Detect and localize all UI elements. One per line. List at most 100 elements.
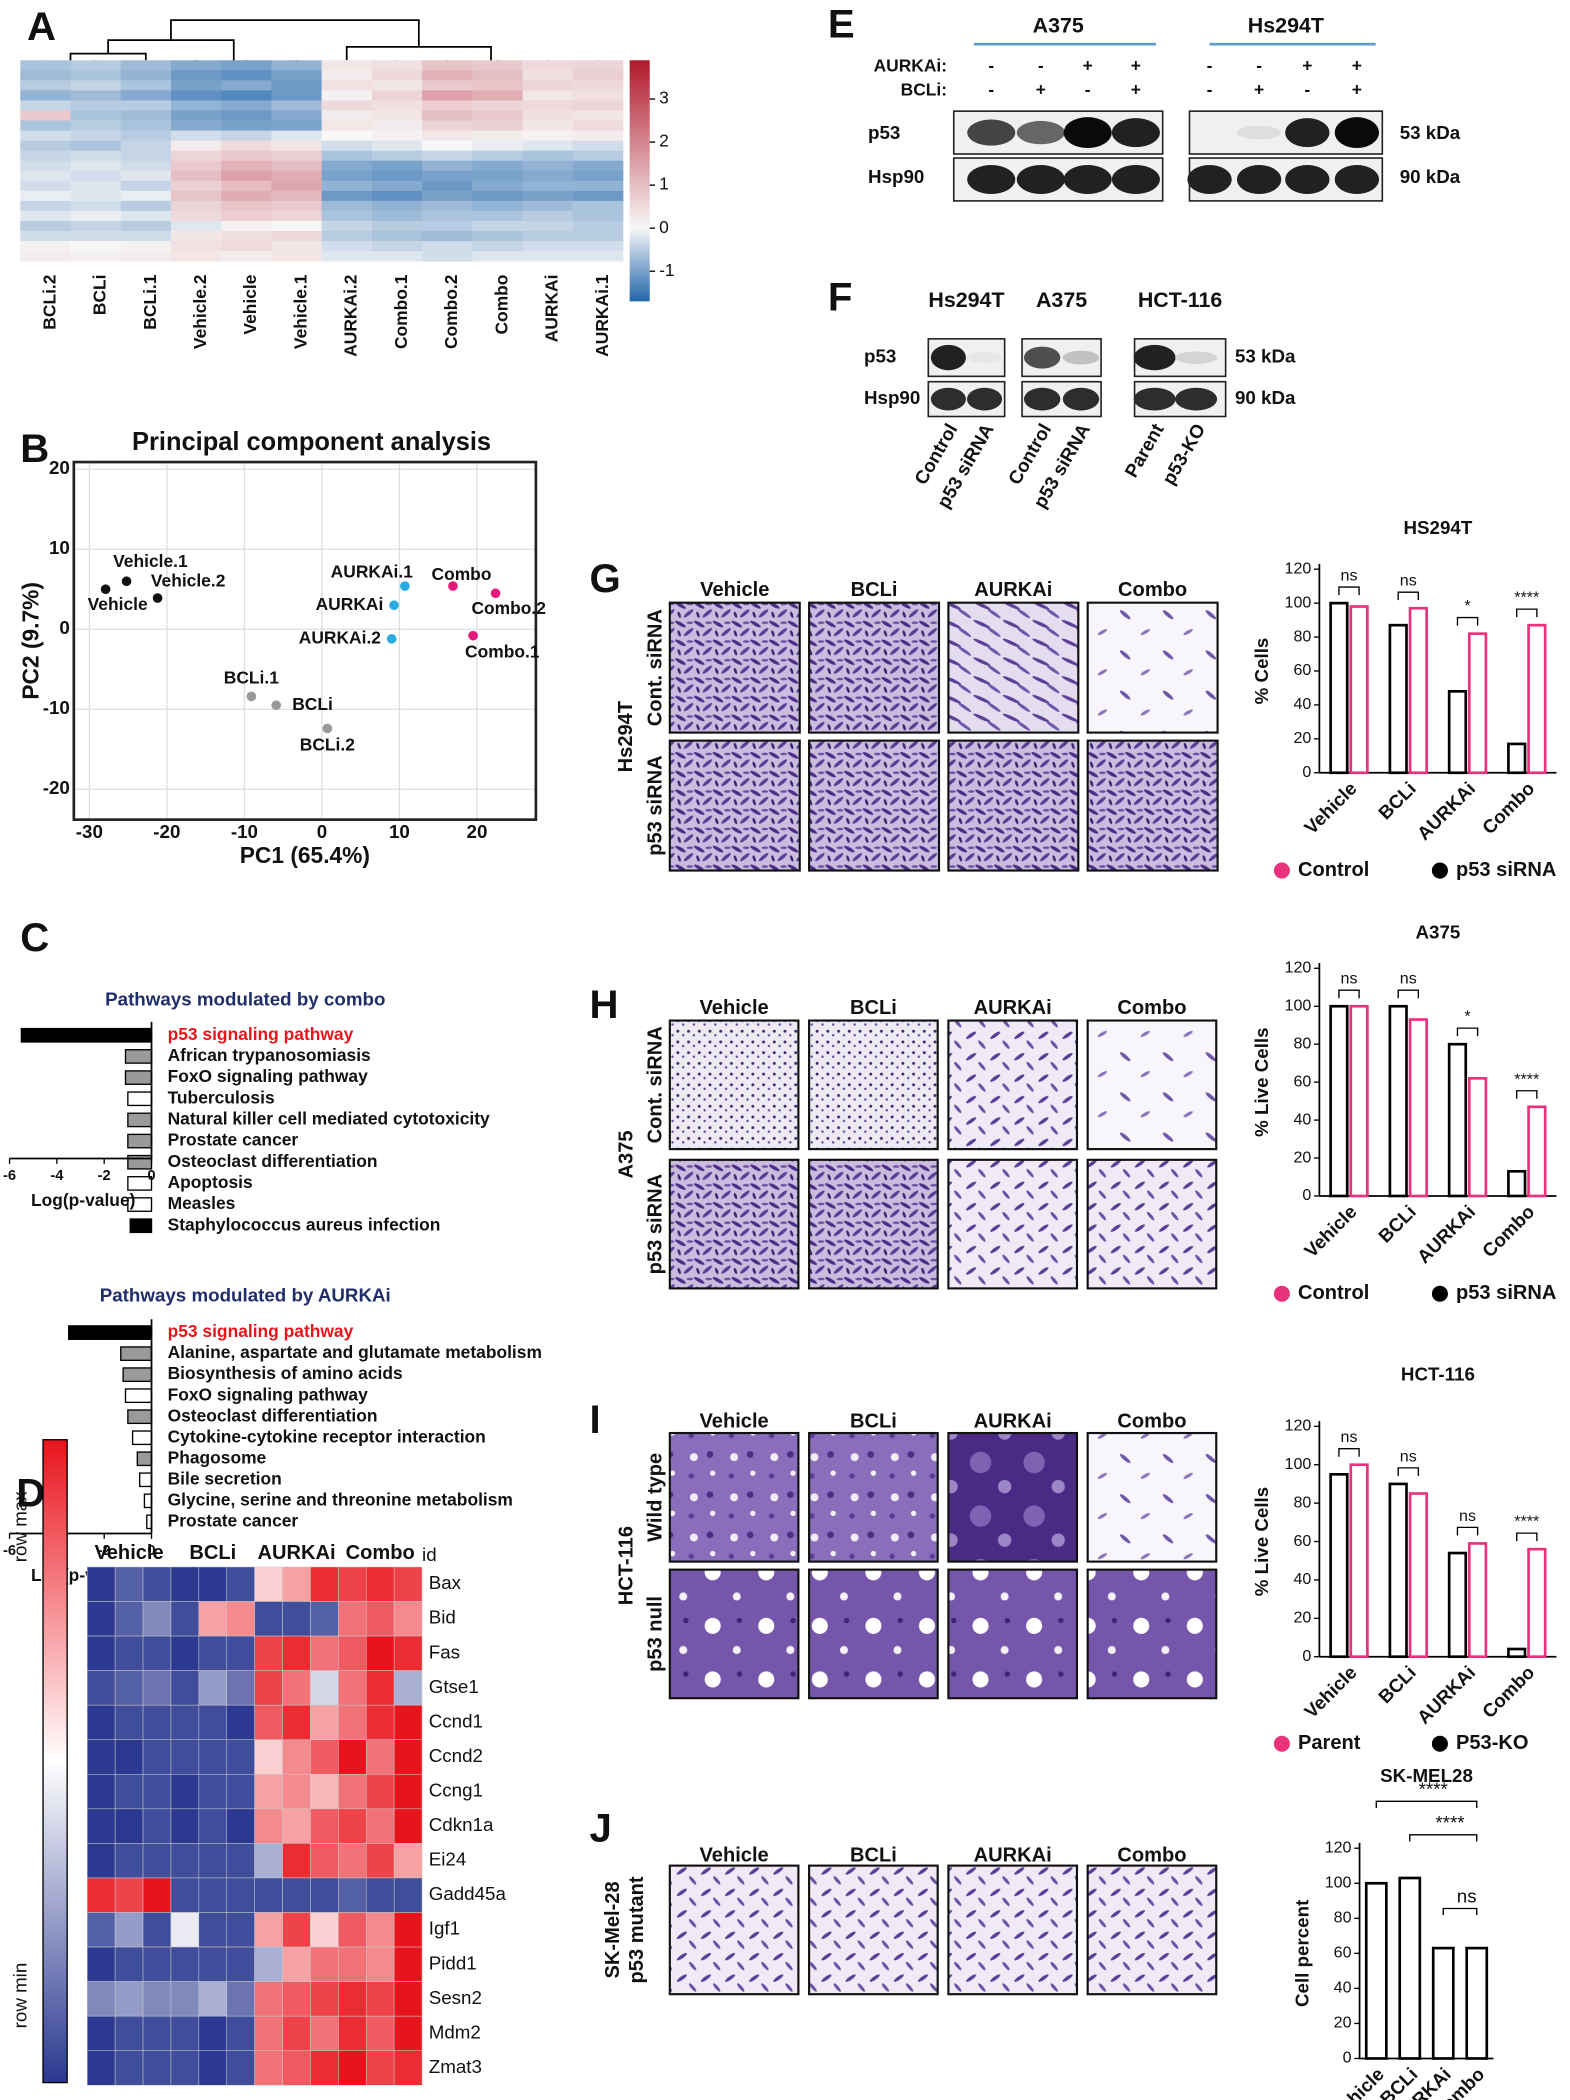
blot-band bbox=[1063, 164, 1112, 194]
heatmap-cell bbox=[472, 220, 523, 232]
heatmap-cell bbox=[226, 1635, 255, 1671]
heatmap-cell bbox=[522, 231, 574, 242]
heatmap-cell bbox=[70, 200, 122, 212]
sign: + bbox=[1036, 80, 1046, 100]
heatmap-cell bbox=[393, 1946, 423, 1982]
heatmap-cell bbox=[170, 241, 222, 252]
panel-letter: G bbox=[589, 556, 620, 601]
heatmap-cell bbox=[310, 2015, 339, 2051]
heatmap-cell bbox=[472, 130, 523, 142]
bar-label: Tuberculosis bbox=[168, 1087, 275, 1107]
x-tick-label: BCLi bbox=[1374, 1662, 1420, 1708]
heatmap-cell bbox=[20, 160, 71, 172]
heatmap-cell bbox=[120, 251, 172, 262]
plot-frame bbox=[72, 460, 538, 821]
heatmap-cell bbox=[338, 1912, 367, 1948]
bar bbox=[1507, 1647, 1527, 1659]
heatmap-cell bbox=[142, 1843, 172, 1879]
heatmap-cell bbox=[226, 1843, 255, 1879]
x-tick-label: -6 bbox=[3, 1543, 16, 1559]
blot-band bbox=[966, 352, 1003, 364]
y-axis-label: PC2 (9.7%) bbox=[17, 582, 43, 700]
heatmap-cell bbox=[170, 100, 222, 111]
bar-label: FoxO signaling pathway bbox=[168, 1384, 369, 1404]
heatmap-cell bbox=[20, 140, 71, 152]
heatmap-cell bbox=[271, 190, 323, 202]
row-label: Ccnd2 bbox=[429, 1745, 483, 1766]
column-label: BCLi.2 bbox=[39, 275, 59, 330]
heatmap-cell bbox=[170, 80, 222, 91]
column-header: Vehicle bbox=[699, 997, 768, 1019]
heatmap-cell bbox=[86, 1912, 116, 1948]
bar bbox=[1388, 1004, 1408, 1198]
heatmap-cell bbox=[393, 1843, 423, 1879]
heatmap-cell bbox=[422, 140, 473, 152]
bar bbox=[1408, 606, 1428, 775]
group-label: BCLi bbox=[189, 1542, 236, 1564]
point-label: AURKAi.1 bbox=[331, 561, 414, 581]
heatmap-cell bbox=[282, 1808, 311, 1844]
y-tick-label: 40 bbox=[1293, 695, 1311, 713]
heatmap-cell bbox=[282, 1981, 311, 2017]
micrograph bbox=[947, 1864, 1079, 1996]
point-label: Vehicle.1 bbox=[113, 551, 188, 571]
heatmap-cell bbox=[221, 180, 272, 192]
bar bbox=[127, 1409, 153, 1425]
bar bbox=[131, 1430, 153, 1446]
bar-label: African trypanosomiasis bbox=[168, 1045, 371, 1065]
heatmap-cell bbox=[371, 80, 423, 91]
heatmap-cell bbox=[572, 60, 624, 71]
heatmap-cell bbox=[338, 1601, 367, 1637]
heatmap-cell bbox=[120, 180, 172, 192]
heatmap-cell bbox=[310, 2050, 339, 2086]
significance-label: **** bbox=[1514, 1070, 1539, 1088]
heatmap-cell bbox=[86, 2050, 116, 2086]
heatmap-cell bbox=[254, 1635, 283, 1671]
heatmap-cell bbox=[422, 241, 473, 252]
heatmap-cell bbox=[221, 120, 272, 131]
heatmap-cell bbox=[422, 200, 473, 212]
heatmap-cell bbox=[310, 1912, 339, 1948]
x-tick-label: 0 bbox=[147, 1168, 155, 1184]
heatmap-cell bbox=[114, 1877, 144, 1913]
heatmap-cell bbox=[198, 1635, 228, 1671]
size-label: 53 kDa bbox=[1400, 122, 1461, 143]
heatmap-cell bbox=[572, 160, 624, 172]
significance-label: ns bbox=[1400, 572, 1417, 590]
bar bbox=[1329, 1472, 1349, 1659]
heatmap-cell bbox=[282, 1877, 311, 1913]
heatmap-cell bbox=[142, 1774, 172, 1810]
heatmap-cell bbox=[170, 110, 222, 121]
significance-label: **** bbox=[1514, 589, 1539, 607]
heatmap-cell bbox=[572, 90, 624, 101]
heatmap-cell bbox=[422, 60, 473, 71]
heatmap-cell bbox=[422, 251, 473, 262]
blot-band bbox=[1016, 120, 1065, 145]
heatmap-cell bbox=[120, 231, 172, 242]
heatmap-cell bbox=[120, 90, 172, 101]
bar bbox=[1447, 1551, 1468, 1659]
heatmap-cell bbox=[271, 90, 323, 101]
heatmap-cell bbox=[371, 140, 423, 152]
x-axis-label: PC1 (65.4%) bbox=[240, 842, 370, 868]
heatmap-cell bbox=[221, 220, 272, 232]
heatmap-cell bbox=[170, 120, 222, 131]
heatmap-cell bbox=[321, 100, 373, 111]
column-header: Vehicle bbox=[700, 579, 769, 601]
heatmap-cell bbox=[321, 150, 373, 162]
heatmap-cell bbox=[86, 1877, 116, 1913]
heatmap-cell bbox=[198, 1774, 228, 1810]
heatmap-cell bbox=[365, 1601, 395, 1637]
bar bbox=[127, 1091, 153, 1107]
heatmap-cell bbox=[20, 60, 71, 71]
bar bbox=[1467, 632, 1488, 775]
heatmap-cell bbox=[522, 220, 574, 232]
chart-title: Pathways modulated by AURKAi bbox=[100, 1284, 391, 1305]
micrograph bbox=[668, 739, 801, 872]
heatmap-cell bbox=[371, 110, 423, 121]
heatmap-cell bbox=[70, 180, 122, 192]
heatmap-cell bbox=[20, 210, 71, 222]
y-tick-label: 10 bbox=[49, 537, 70, 558]
heatmap-cell bbox=[365, 1843, 395, 1879]
